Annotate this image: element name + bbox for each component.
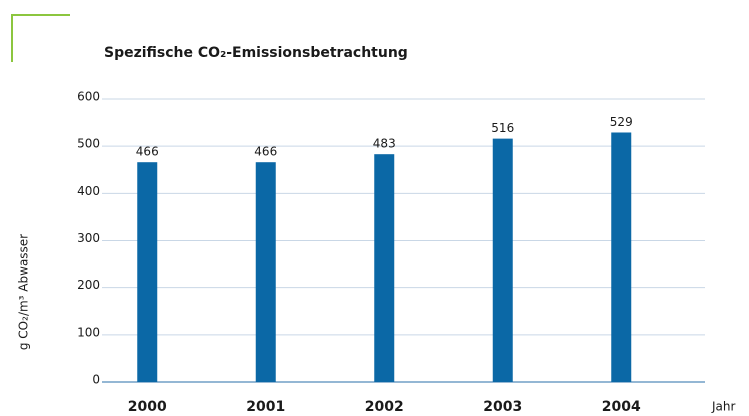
bar — [492, 138, 513, 382]
bar — [611, 132, 632, 382]
value-label: 516 — [491, 121, 514, 135]
value-label: 466 — [254, 145, 277, 159]
y-tick-label: 200 — [77, 278, 100, 292]
y-axis-label: g CO₂/m³ Abwasser — [17, 234, 31, 350]
x-tick-label: 2002 — [365, 399, 404, 415]
bar — [137, 162, 158, 382]
y-tick-label: 500 — [77, 137, 100, 151]
y-tick-label: 100 — [77, 325, 100, 339]
y-tick-label: 600 — [77, 90, 100, 104]
x-tick-label: 2001 — [246, 399, 285, 415]
x-tick-label: 2004 — [602, 399, 641, 415]
value-label: 466 — [136, 145, 159, 159]
value-label: 483 — [373, 137, 396, 151]
x-axis-label: Jahr — [711, 400, 735, 414]
chart-title: Spezifische CO₂-Emissionsbetrachtung — [104, 45, 408, 61]
y-tick-label: 400 — [77, 184, 100, 198]
bar — [374, 154, 395, 382]
value-label: 529 — [610, 115, 633, 129]
y-tick-label: 0 — [92, 373, 100, 387]
x-tick-label: 2003 — [483, 399, 522, 415]
bar — [255, 162, 276, 382]
corner-decoration — [11, 14, 70, 62]
y-tick-label: 300 — [77, 231, 100, 245]
x-tick-label: 2000 — [128, 399, 167, 415]
